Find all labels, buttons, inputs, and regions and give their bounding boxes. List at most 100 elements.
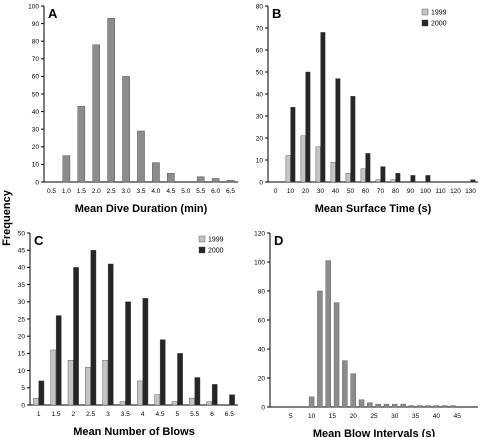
panel-a-x-tick-label: 3.0: [122, 188, 131, 195]
panel-d-y-tick-label: 0: [261, 404, 265, 411]
panel-c-legend-swatch: [198, 246, 206, 254]
panel-b-y-tick-label: 10: [256, 157, 264, 164]
panel-c-bar: [55, 315, 62, 406]
panel-d-bar: [383, 403, 390, 408]
panel-d-bar: [450, 405, 456, 408]
panel-a-bar: [137, 130, 145, 183]
panel-a-x-tick-label: 2.0: [92, 188, 101, 195]
panel-b-x-tick-label: 60: [362, 188, 370, 195]
panel-a-bar: [167, 172, 175, 183]
panel-d-bar: [425, 405, 431, 408]
panel-b-x-tick-label: 50: [347, 188, 355, 195]
panel-c-bar: [67, 360, 74, 406]
panel-b-y-tick-label: 20: [256, 135, 264, 142]
panel-d-bar: [417, 405, 423, 408]
panel-c-x-tick-label: 2: [72, 411, 76, 418]
panel-a-bar: [196, 176, 205, 183]
panel-d-bar: [308, 396, 315, 408]
panel-a-bar: [92, 44, 101, 183]
panel-d-bar: [350, 373, 356, 408]
panel-d-x-tick-label: 45: [454, 413, 462, 420]
panel-c-x-label: Mean Number of Blows: [73, 426, 195, 437]
panel-a-x-tick-label: 4.5: [166, 188, 175, 195]
panel-a-bar: [62, 155, 71, 183]
panel-b-y-tick-label: 30: [256, 113, 264, 120]
panel-b-letter: B: [272, 6, 281, 21]
panel-d-bar: [442, 405, 448, 408]
panel-b-y-tick-label: 80: [256, 3, 264, 10]
panel-b-y-tick-label: 70: [256, 25, 264, 32]
panel-d: 0 20 40 60 80 100 120 D Mean Blow Intervals (s) 5…: [254, 230, 478, 437]
panel-d-bar: [342, 360, 348, 408]
panel-b-bar: [290, 106, 296, 183]
panel-c-bar: [211, 384, 218, 406]
panel-b-x-tick-label: 120: [450, 188, 461, 195]
panel-b-bar: [320, 32, 326, 183]
panel-d-y-tick-label: 100: [254, 259, 265, 266]
panel-c-bar: [102, 360, 109, 406]
panel-c-bar: [229, 394, 235, 406]
panel-c-x-tick-label: 6.5: [225, 411, 234, 418]
panel-d-bar: [375, 403, 381, 408]
panel-b-x-tick-label: 80: [392, 188, 400, 195]
panel-a-y-tick-label: 10: [32, 162, 40, 169]
panel-c-legend-swatch: [198, 235, 206, 243]
panel-c-bar: [85, 366, 91, 406]
panel-d-y-tick-label: 40: [258, 346, 266, 353]
panel-a-x-tick-label: 5.0: [181, 188, 190, 195]
panel-c-bar: [206, 401, 213, 406]
panel-b-bar: [410, 175, 416, 183]
panel-c-x-tick-label: 2.5: [86, 411, 95, 418]
panel-c-bar: [38, 380, 45, 406]
panel-b-y-tick-label: 60: [256, 47, 264, 54]
panel-c-bar: [137, 380, 143, 406]
panel-b-x-label: Mean Surface Time (s): [315, 203, 432, 215]
panel-a-x-tick-label: 4.0: [151, 188, 160, 195]
panel-c-bar: [154, 394, 161, 406]
panel-a-bar: [152, 162, 160, 183]
panel-b-bar: [285, 155, 291, 183]
panel-c-x-tick-label: 1: [37, 411, 41, 418]
panel-d-bar: [408, 405, 415, 408]
panel-a-bar: [77, 106, 86, 183]
panel-c-bar: [107, 263, 114, 406]
panel-a-x-tick-label: 0.5: [47, 188, 56, 195]
panel-c-y-tick-label: 50: [18, 230, 26, 237]
panel-a-y-tick-label: 80: [32, 39, 40, 46]
panel-a-x-tick-label: 3.5: [136, 188, 145, 195]
panel-c-bar: [125, 301, 131, 406]
panel-b-legend-swatch: [421, 8, 429, 16]
panel-c-y-tick-label: 40: [18, 265, 26, 272]
panel-b-bar: [365, 153, 371, 183]
panel-a-x-tick-label: 5.5: [196, 188, 205, 195]
panel-d-bar: [367, 402, 373, 408]
panel-a-bar: [122, 76, 130, 183]
panel-d-letter: D: [274, 233, 283, 248]
panel-a-x-tick-label: 6.5: [226, 188, 235, 195]
panel-a-y-tick-label: 90: [32, 21, 40, 28]
panel-c-y-tick-label: 45: [18, 248, 26, 255]
panel-a-y-tick-label: 20: [32, 144, 40, 151]
panel-a-x-label: Mean Dive Duration (min): [75, 203, 208, 215]
panel-c-y-tick-label: 15: [18, 351, 26, 358]
panel-a-bar: [226, 180, 235, 183]
panel-a-x-tick-label: 1.5: [77, 188, 86, 195]
panel-a-x-tick-label: 6.0: [211, 188, 220, 195]
panel-d-x-tick-label: 20: [350, 413, 358, 420]
panel-a-x-tick-label: 1.0: [62, 188, 71, 195]
panel-d-bar: [400, 403, 406, 408]
panel-a-y-tick-label: 100: [28, 3, 39, 10]
panel-d-x-tick-label: 10: [308, 413, 316, 420]
panel-c-bar: [50, 349, 57, 406]
panel-a: 0 10 20 30 40 50 60 70 80 90 100 A Mean Dive Duratio…: [28, 3, 238, 215]
panel-b-x-tick-label: 110: [435, 188, 446, 195]
panel-d-y-tick-label: 120: [254, 230, 265, 237]
panel-a-x-tick-label: 2.5: [107, 188, 116, 195]
panel-d-x-tick-label: 40: [433, 413, 441, 420]
panel-d-bar: [358, 399, 365, 408]
panel-d-y-tick-label: 80: [258, 288, 266, 295]
panel-c-y-tick-label: 10: [18, 368, 26, 375]
panel-d-x-tick-label: 35: [412, 413, 420, 420]
